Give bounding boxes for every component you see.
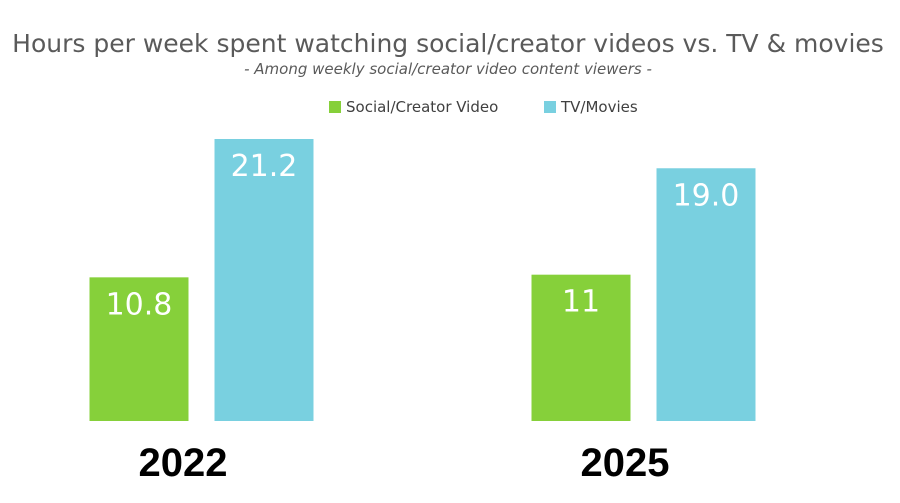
bar-social-creator-video-2025 xyxy=(531,274,631,421)
value-label-social-creator-video-2025: 11 xyxy=(562,285,600,320)
legend-label-tv-movies: TV/Movies xyxy=(560,98,638,116)
value-label-tv-movies-2025: 19.0 xyxy=(673,178,740,213)
category-label-2025: 2025 xyxy=(581,441,670,485)
chart-title: Hours per week spent watching social/cre… xyxy=(12,29,884,58)
value-labels: 10.8 21.2 11 19.0 xyxy=(106,149,740,322)
chart-subtitle: - Among weekly social/creator video cont… xyxy=(244,60,652,78)
bar-tv-movies-2022 xyxy=(214,139,314,421)
category-label-2022: 2022 xyxy=(139,441,228,485)
value-label-tv-movies-2022: 21.2 xyxy=(231,149,298,184)
legend: Social/Creator Video TV/Movies xyxy=(329,98,638,116)
category-labels: 2022 2025 xyxy=(139,441,670,485)
bar-tv-movies-2025 xyxy=(656,168,756,421)
legend-label-social-creator-video: Social/Creator Video xyxy=(346,98,498,116)
bar-social-creator-video-2022 xyxy=(89,277,189,421)
legend-swatch-social-creator-video xyxy=(329,101,341,113)
bars xyxy=(89,139,756,421)
legend-swatch-tv-movies xyxy=(544,101,556,113)
value-label-social-creator-video-2022: 10.8 xyxy=(106,287,173,322)
